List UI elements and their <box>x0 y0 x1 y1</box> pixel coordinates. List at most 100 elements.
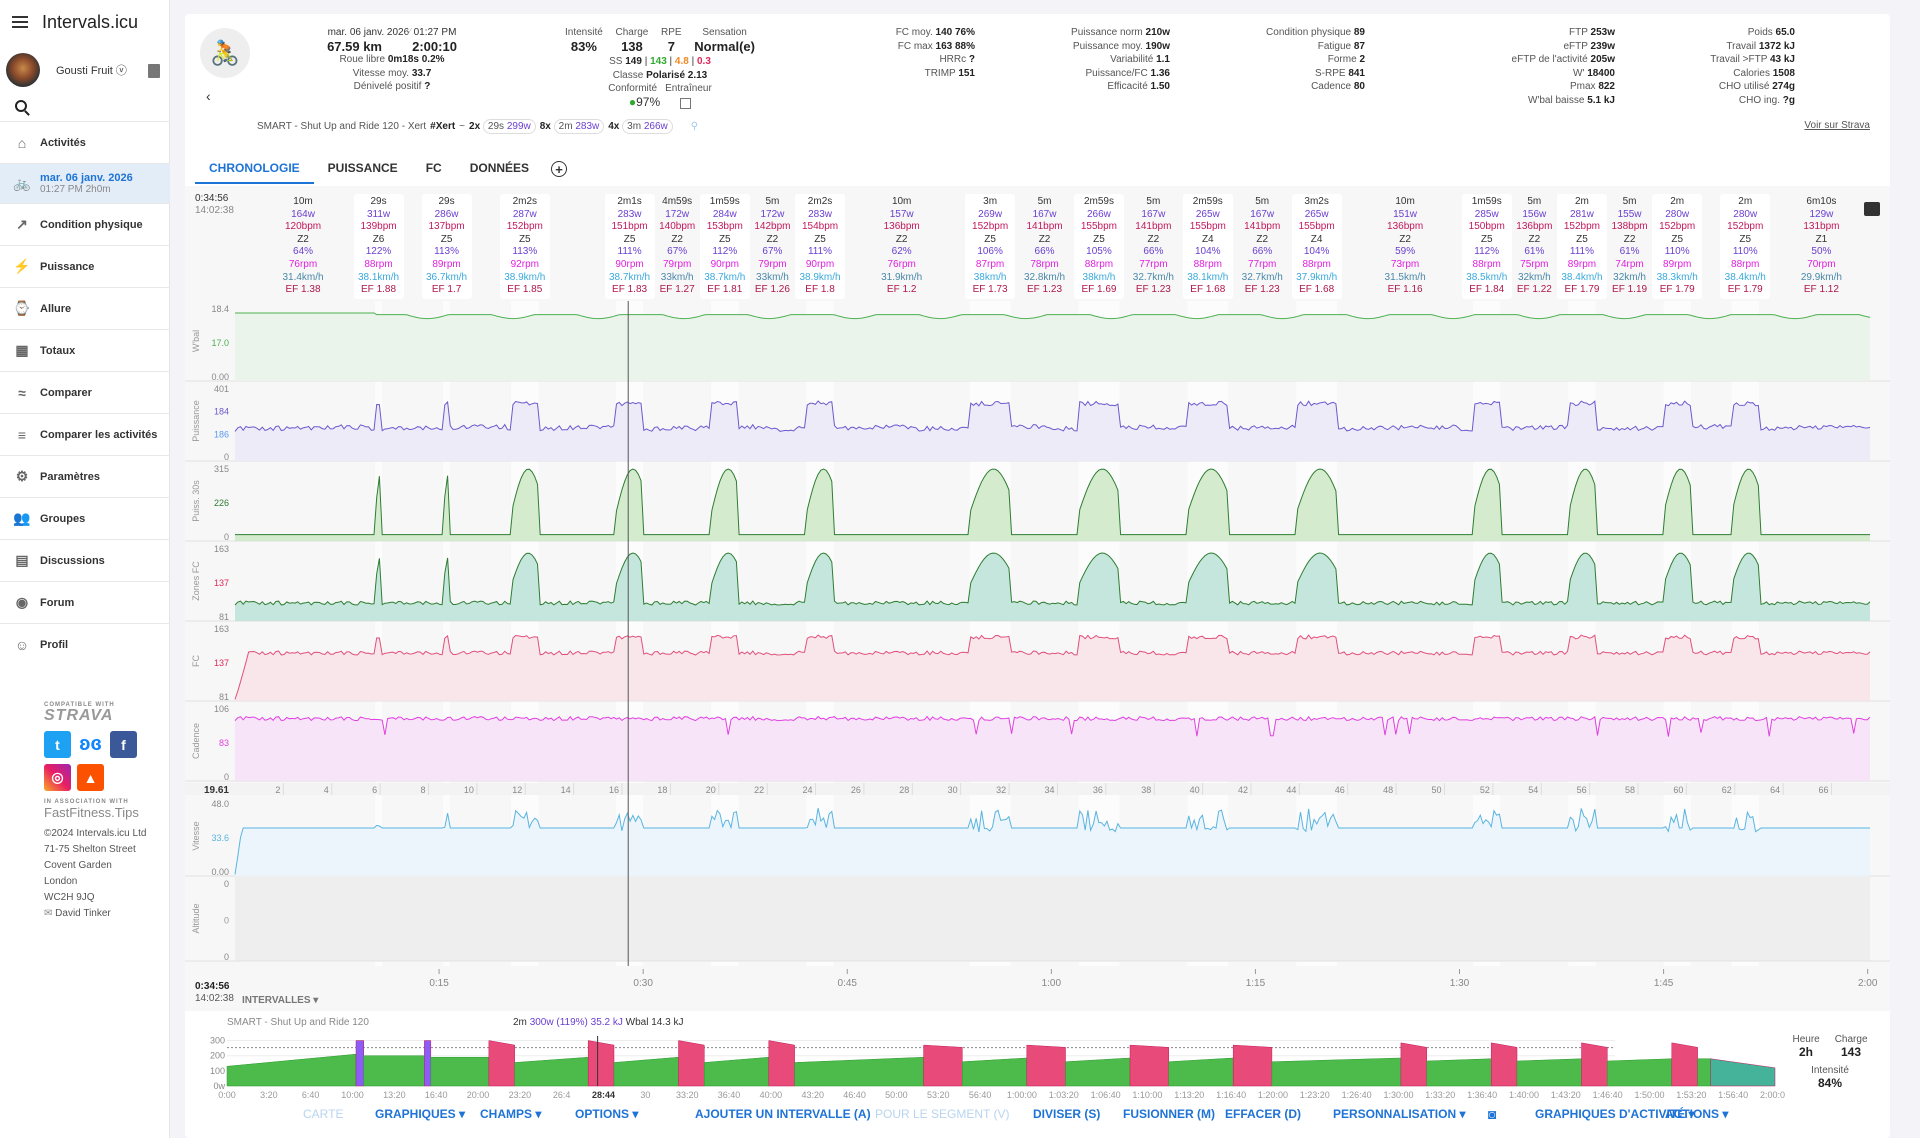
interval-card[interactable]: 2m 281w 152bpm Z5 111% 89rpm 38.4km/h EF 1.79 <box>1556 194 1607 299</box>
sidebar-item[interactable]: ▦ Totaux <box>0 329 170 371</box>
workout-block[interactable] <box>1516 1058 1582 1087</box>
workout-block[interactable] <box>613 1056 679 1087</box>
facebook-icon[interactable]: f <box>110 731 137 758</box>
workout-block[interactable] <box>587 1040 615 1087</box>
intervals-dropdown[interactable]: INTERVALLES ▾ <box>242 995 319 1006</box>
interval-card[interactable]: 2m 280w 152bpm Z5 110% 88rpm 38.4km/h EF 1.79 <box>1720 194 1771 299</box>
interval-card[interactable]: 1m59s 284w 153bpm Z5 112% 90rpm 38.7km/h EF 1.8… <box>699 194 750 299</box>
action-6[interactable]: DIVISER (S) <box>1033 1107 1101 1121</box>
sidebar-item[interactable]: ☺ Profil <box>0 623 170 665</box>
interval-card[interactable]: 4m59s 172w 140bpm Z2 67% 79rpm 33km/h EF 1.27 <box>643 194 711 299</box>
sidebar-item[interactable]: 🚲 mar. 06 janv. 2026 01:27 PM 2h0m <box>0 163 170 203</box>
user-name[interactable]: Gousti Fruit ⓥ <box>56 65 127 77</box>
group-chip[interactable]: 3m 266w <box>622 119 673 134</box>
user-row[interactable]: Gousti Fruit ⓥ <box>6 53 166 87</box>
sidebar-item[interactable]: ↗ Condition physique <box>0 203 170 245</box>
action-3[interactable]: OPTIONS ▾ <box>575 1107 639 1121</box>
workout-block[interactable] <box>1581 1042 1608 1087</box>
interval-card[interactable]: 3m 269w 152bpm Z5 106% 87rpm 38km/h EF 1.73 <box>965 194 1016 299</box>
workout-block[interactable] <box>430 1056 490 1087</box>
workout-block[interactable] <box>768 1040 795 1087</box>
sidebar-item[interactable]: ⌚ Allure <box>0 287 170 329</box>
workout-block[interactable] <box>1710 1058 1776 1087</box>
workout-block[interactable] <box>363 1055 425 1087</box>
workout-block[interactable] <box>355 1040 364 1087</box>
fastfitness-link[interactable]: FastFitness.Tips <box>44 805 139 820</box>
interval-card[interactable]: 2m59s 265w 155bpm Z4 104% 88rpm 38.1km/h EF 1.6… <box>1182 194 1233 299</box>
add-tab-icon[interactable]: + <box>551 161 568 177</box>
workout-block[interactable] <box>1232 1044 1273 1087</box>
camera-icon[interactable]: ◙ <box>1488 1106 1497 1122</box>
sidebar-item[interactable]: ≡ Comparer les activités <box>0 413 170 455</box>
bluesky-icon[interactable]: ʚɞ <box>77 731 104 758</box>
sidebar-item[interactable]: 👥 Groupes <box>0 497 170 539</box>
workout-block[interactable] <box>488 1040 515 1087</box>
sidebar-item[interactable]: ◉ Forum <box>0 581 170 623</box>
workout-block[interactable] <box>514 1056 589 1087</box>
workout-block[interactable] <box>1426 1058 1492 1087</box>
action-4[interactable]: AJOUTER UN INTERVALLE (A) <box>695 1107 871 1121</box>
workout-block[interactable] <box>794 1056 924 1087</box>
feel-value[interactable]: Normal(e) <box>694 38 755 54</box>
interval-card[interactable]: 5m 156w 136bpm Z2 61% 75rpm 32km/h EF 1.22 <box>1500 194 1568 299</box>
group-chip[interactable]: 2m 283w <box>553 119 605 134</box>
load-value[interactable]: 138 <box>621 38 643 54</box>
tab-donnees[interactable]: DONNÉES <box>469 161 530 175</box>
workout-block[interactable] <box>704 1056 770 1087</box>
interval-card[interactable]: 3m2s 265w 155bpm Z4 104% 88rpm 37.9km/h EF 1.68 <box>1291 194 1342 299</box>
interval-card[interactable]: 10m 157w 136bpm Z2 62% 76rpm 31.9km/h EF 1.2 <box>834 194 970 299</box>
back-chevron-icon[interactable]: ‹ <box>206 88 211 104</box>
workout-block[interactable] <box>1671 1042 1698 1087</box>
workout-block[interactable] <box>1697 1058 1711 1087</box>
action-8[interactable]: EFFACER (D) <box>1225 1107 1301 1121</box>
interval-card[interactable]: 2m59s 266w 155bpm Z5 105% 88rpm 38km/h EF 1.69 <box>1073 194 1124 299</box>
app-title[interactable]: Intervals.icu <box>42 11 139 32</box>
sidebar-item[interactable]: ⚙ Paramètres <box>0 455 170 497</box>
sidebar-item[interactable]: ⚡ Puissance <box>0 245 170 287</box>
interval-card[interactable]: 6m10s 129w 131bpm Z1 50% 70rpm 29.9km/h EF 1.12 <box>1779 194 1863 299</box>
interval-card[interactable]: 2m2s 283w 154bpm Z5 111% 90rpm 38.9km/h EF 1.8 <box>795 194 846 299</box>
interval-group[interactable]: 8x 2m 283w <box>540 119 605 134</box>
interval-card[interactable]: 5m 155w 138bpm Z2 61% 74rpm 32km/h EF 1.19 <box>1596 194 1664 299</box>
edit-icon[interactable]: ⁄ <box>409 27 414 38</box>
strava-logo[interactable]: STRAVA <box>44 707 114 724</box>
document-icon[interactable] <box>148 64 160 78</box>
workout-block[interactable] <box>1400 1042 1427 1087</box>
workout-chart[interactable]: 300 200 100 0w0:00 3:20 6:40 10:00 13:20 16:40 20… <box>185 1028 1785 1113</box>
interval-card[interactable]: 2m 280w 152bpm Z5 110% 89rpm 38.3km/h EF 1.79 <box>1652 194 1703 299</box>
workout-block[interactable] <box>923 1044 963 1087</box>
workout-block[interactable] <box>1026 1044 1066 1087</box>
workout-block[interactable] <box>226 1053 357 1087</box>
interval-card[interactable]: 10m 164w 120bpm Z2 64% 76rpm 31.4km/h EF 1.38 <box>235 194 371 299</box>
view-on-strava-link[interactable]: Voir sur Strava <box>1804 120 1870 131</box>
interval-card[interactable]: 5m 167w 141bpm Z2 66% 78rpm 32.8km/h EF 1.23 <box>1011 194 1079 299</box>
interval-card[interactable]: 29s 311w 139bpm Z6 122% 88rpm 38.1km/h EF 1.88 <box>353 194 404 299</box>
search-icon[interactable] <box>15 100 27 112</box>
workout-block[interactable] <box>962 1057 1028 1087</box>
contact-link[interactable]: ✉ David Tinker <box>44 906 164 922</box>
workout-block[interactable] <box>1607 1058 1673 1087</box>
tab-fc[interactable]: FC <box>425 161 442 175</box>
activity-date[interactable]: mar. 06 janv. 2026 <box>327 27 410 38</box>
twitter-icon[interactable]: t <box>44 731 71 758</box>
comment-icon[interactable] <box>1864 202 1880 216</box>
interval-card[interactable]: 5m 172w 142bpm Z2 67% 79rpm 33km/h EF 1.26 <box>738 194 806 299</box>
distance[interactable]: 67.59 km <box>327 38 382 54</box>
action-9[interactable]: PERSONNALISATION ▾ <box>1333 1107 1466 1121</box>
sidebar-item[interactable]: ⌂ Activités <box>0 121 170 163</box>
elevation-value[interactable]: ? <box>424 81 431 92</box>
workout-block[interactable] <box>1065 1057 1131 1087</box>
menu-icon[interactable] <box>12 16 28 28</box>
avatar[interactable] <box>6 53 40 87</box>
interval-card[interactable]: 10m 151w 136bpm Z2 59% 73rpm 31.5km/h EF 1.16 <box>1337 194 1473 299</box>
contact-name[interactable]: David Tinker <box>55 908 111 919</box>
workout-block[interactable] <box>678 1040 705 1087</box>
rpe-value[interactable]: 7 <box>667 38 675 54</box>
workout-block[interactable] <box>424 1040 432 1087</box>
interval-card[interactable]: 29s 286w 137bpm Z5 113% 89rpm 36.7km/h EF 1.7 <box>421 194 472 299</box>
coach-checkbox[interactable] <box>680 97 692 109</box>
action-7[interactable]: FUSIONNER (M) <box>1123 1107 1215 1121</box>
interval-card[interactable]: 5m 167w 141bpm Z2 66% 77rpm 32.7km/h EF 1.23 <box>1119 194 1187 299</box>
interval-card[interactable]: 1m59s 285w 150bpm Z5 112% 88rpm 38.5km/h EF 1.8… <box>1461 194 1512 299</box>
workout-block[interactable] <box>1129 1044 1169 1087</box>
